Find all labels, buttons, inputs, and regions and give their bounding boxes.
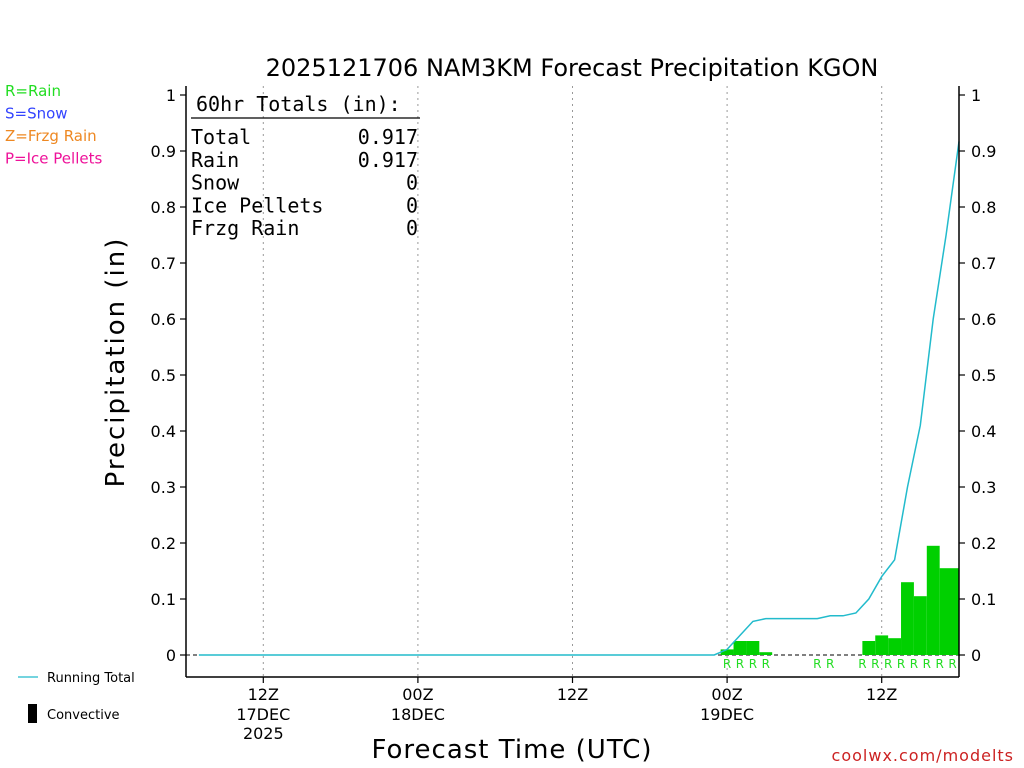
convective-legend-label: Convective (47, 708, 120, 723)
ptype-legend-item: Z=Frzg Rain (5, 127, 97, 145)
x-tick-date: 18DEC (391, 705, 445, 724)
running-total-legend-label: Running Total (47, 671, 135, 686)
y-tick-label-right: 0.1 (971, 590, 996, 609)
y-tick-label-right: 0 (971, 646, 981, 665)
precip-bar (939, 568, 959, 655)
precip-bars (720, 545, 959, 655)
precip-bar (759, 652, 773, 655)
ptype-marker: R (813, 657, 821, 671)
y-tick-label-left: 1 (166, 86, 176, 105)
ptype-marker: R (826, 657, 834, 671)
y-tick-label-left: 0.1 (151, 590, 176, 609)
y-tick-label-left: 0.3 (151, 478, 176, 497)
ptype-marker: R (736, 657, 744, 671)
y-tick-label-right: 0.7 (971, 254, 996, 273)
totals-table: 60hr Totals (in): Total 0.917 Rain 0.917 Sno… (191, 92, 420, 240)
precip-bar (720, 649, 734, 655)
ptype-marker: R (897, 657, 905, 671)
y-tick-label-right: 0.2 (971, 534, 996, 553)
running-total-line (198, 141, 960, 656)
x-tick-year: 2025 (243, 724, 284, 743)
ptype-legend-item: S=Snow (5, 105, 68, 123)
y-axis-right-ticks: 0 0.1 0.2 0.3 0.4 0.5 0.6 0.7 0.8 0.9 1 (959, 86, 996, 665)
x-tick-label: 12Z (557, 685, 588, 704)
y-tick-label-right: 0.4 (971, 422, 996, 441)
ptype-marker: R (948, 657, 956, 671)
y-tick-label-right: 1 (971, 86, 981, 105)
totals-header: 60hr Totals (in): (196, 92, 401, 116)
gridlines (186, 86, 959, 677)
ptype-marker: R (923, 657, 931, 671)
precip-bar (926, 545, 940, 655)
precip-bar (746, 641, 760, 655)
y-tick-label-left: 0.4 (151, 422, 176, 441)
totals-row-label: Snow (191, 171, 240, 195)
ptype-legend-item: R=Rain (5, 82, 61, 100)
totals-row-value: 0 (406, 171, 418, 195)
y-tick-label-left: 0.5 (151, 366, 176, 385)
y-tick-label-right: 0.9 (971, 142, 996, 161)
ptype-marker: R (910, 657, 918, 671)
totals-row-value: 0 (406, 193, 418, 217)
y-tick-label-left: 0.2 (151, 534, 176, 553)
ptype-marker: R (762, 657, 770, 671)
ptype-legend-item: P=Ice Pellets (5, 150, 102, 168)
running-total-legend: Running Total (18, 671, 135, 686)
totals-row-label: Total (191, 125, 251, 149)
y-tick-label-left: 0.7 (151, 254, 176, 273)
x-tick-label: 00Z (711, 685, 742, 704)
precip-bar (913, 596, 927, 655)
ptype-marker: R (858, 657, 866, 671)
ptype-legend: R=Rain S=Snow Z=Frzg Rain P=Ice Pellets (5, 82, 102, 168)
precip-bar (862, 641, 876, 655)
credit-text: coolwx.com/modelts (832, 746, 1014, 765)
y-axis-left-ticks: 0 0.1 0.2 0.3 0.4 0.5 0.6 0.7 0.8 0.9 1 (151, 86, 186, 665)
totals-row-value: 0 (406, 216, 418, 240)
y-tick-label-left: 0 (166, 646, 176, 665)
x-tick-label: 00Z (402, 685, 433, 704)
totals-row-value: 0.917 (358, 148, 418, 172)
y-tick-label-right: 0.3 (971, 478, 996, 497)
totals-row-label: Ice Pellets (191, 193, 323, 217)
ptype-marker: R (723, 657, 731, 671)
y-tick-label-left: 0.9 (151, 142, 176, 161)
ptype-marker: R (871, 657, 879, 671)
convective-legend: Convective (28, 704, 120, 723)
y-tick-label-right: 0.8 (971, 198, 996, 217)
precip-bar (875, 635, 889, 655)
x-tick-date: 19DEC (700, 705, 754, 724)
x-tick-label: 12Z (248, 685, 279, 704)
y-tick-label-left: 0.8 (151, 198, 176, 217)
y-axis-label: Precipitation (in) (101, 237, 131, 488)
y-tick-label-right: 0.5 (971, 366, 996, 385)
totals-row-value: 0.917 (358, 125, 418, 149)
y-tick-label-left: 0.6 (151, 310, 176, 329)
y-tick-label-right: 0.6 (971, 310, 996, 329)
x-tick-date: 17DEC (236, 705, 290, 724)
x-tick-label: 12Z (866, 685, 897, 704)
chart-title: 2025121706 NAM3KM Forecast Precipitation… (266, 54, 879, 82)
precip-bar (733, 641, 747, 655)
ptype-marker: R (884, 657, 892, 671)
totals-row-label: Frzg Rain (191, 216, 299, 240)
x-axis-label: Forecast Time (UTC) (371, 735, 652, 765)
ptype-marker: R (936, 657, 944, 671)
precip-bar (888, 638, 902, 655)
ptype-marker: R (749, 657, 757, 671)
totals-row-label: Rain (191, 148, 239, 172)
precip-bar (901, 582, 914, 655)
convective-legend-swatch (28, 704, 37, 723)
